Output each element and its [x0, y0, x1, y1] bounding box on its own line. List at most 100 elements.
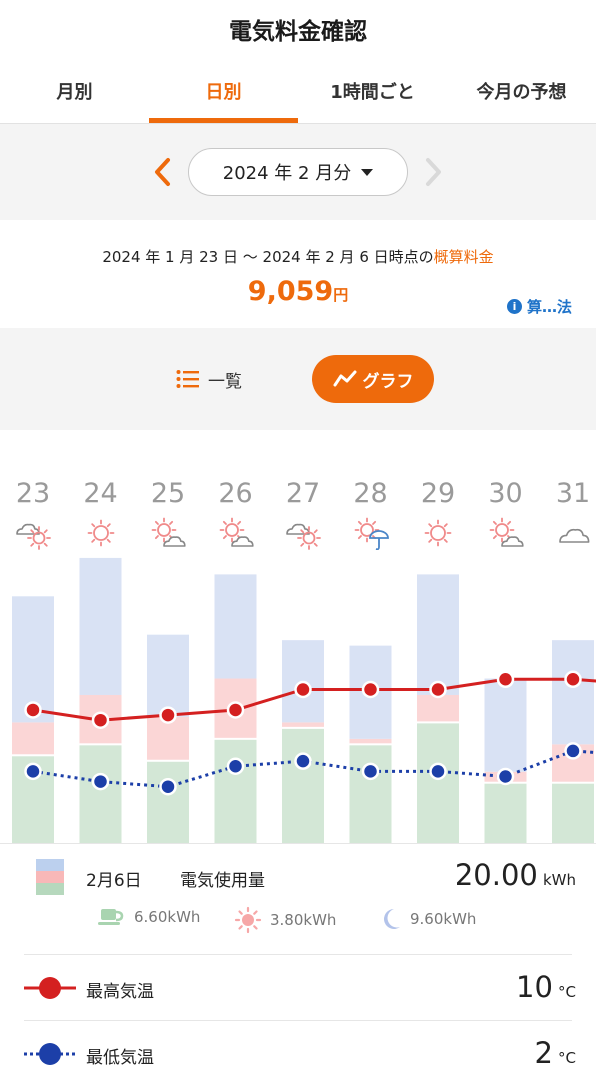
- bar-separator: [417, 721, 459, 724]
- day-label-24: 24: [83, 478, 118, 509]
- usage-label: 電気使用量: [180, 871, 265, 891]
- usage-total-unit: kWh: [542, 871, 576, 889]
- breakdown-home: 6.60kWh: [96, 906, 200, 928]
- bar-night-25: [147, 634, 189, 717]
- max-temp-line-icon: [24, 977, 76, 999]
- weather-sunny-icon: [87, 519, 114, 547]
- bar-home-26: [214, 738, 257, 843]
- selected-date: 2月6日: [86, 871, 142, 891]
- bar-separator: [79, 743, 122, 746]
- usage-total-value: 20.00: [454, 858, 538, 892]
- usage-temp-chart: [12, 557, 596, 843]
- min-temp-line-point-28: [361, 762, 380, 781]
- bar-night-29: [417, 574, 459, 695]
- daily-usage-chart: 23 24 25 26 27 28 29 30 31: [0, 430, 596, 843]
- graph-view-button[interactable]: グラフ: [312, 355, 434, 403]
- weather-sunny-cloudy-icon: [489, 517, 524, 547]
- detail-panel: 2月6日 電気使用量 20.00 kWh 6.60kWh: [0, 843, 596, 1080]
- max-temp-line-point-26: [226, 701, 245, 719]
- min-temp-label: 最低気温: [86, 1048, 154, 1068]
- weather-sunny-cloudy-icon: [151, 517, 186, 547]
- bar-separator: [12, 754, 54, 757]
- day-label-23: 23: [15, 478, 51, 509]
- period-accent: 概算料金: [433, 248, 494, 266]
- list-view-label: 一覧: [208, 371, 242, 392]
- min-temp-line-point-23: [24, 762, 42, 781]
- bar-home-30: [484, 782, 527, 843]
- breakdown-night-value: 9.60kWh: [410, 910, 477, 928]
- estimated-amount: 9,059円: [0, 276, 596, 307]
- breakdown-night: 9.60kWh: [378, 906, 476, 932]
- bar-separator: [147, 759, 189, 762]
- month-select[interactable]: 2024 年 2 月分: [188, 148, 408, 196]
- list-icon: [176, 370, 199, 388]
- tab-forecast[interactable]: 今月の予想: [476, 81, 567, 103]
- info-icon: i: [506, 299, 522, 314]
- min-temp-unit: °C: [558, 1049, 576, 1067]
- bar-night-26: [214, 574, 257, 679]
- min-temp-line-point-24: [91, 772, 110, 791]
- sun-icon: [234, 906, 262, 934]
- weather-sunny-cloudy-icon: [219, 517, 254, 547]
- moon-icon: [384, 909, 400, 929]
- divider: [24, 1020, 572, 1021]
- tab-monthly[interactable]: 月別: [56, 81, 93, 103]
- max-temp-row: 最高気温 10 °C: [0, 958, 596, 1018]
- day-label-28: 28: [353, 478, 388, 509]
- min-temp-value: 2 °C: [534, 1036, 576, 1070]
- breakdown-day-value: 3.80kWh: [270, 911, 337, 929]
- amount-unit: 円: [333, 286, 349, 304]
- bar-separator: [349, 743, 392, 746]
- graph-view-label: グラフ: [362, 371, 414, 392]
- bar-separator: [214, 737, 257, 740]
- amount-value: 9,059: [247, 276, 334, 307]
- tab-daily[interactable]: 日別: [149, 58, 298, 123]
- min-temp-line: [32, 749, 596, 789]
- breakdown-day: 3.80kWh: [234, 906, 336, 934]
- max-temp-line-point-24: [91, 711, 110, 729]
- month-bar: 2024 年 2 月分: [0, 124, 596, 220]
- bar-home-28: [349, 744, 392, 843]
- bar-home-31: [552, 782, 594, 843]
- month-select-label: 2024 年 2 月分: [222, 163, 352, 184]
- max-temp-line-point-25: [159, 706, 177, 724]
- max-temp-line-point-29: [429, 680, 447, 699]
- bar-home-24: [79, 744, 122, 843]
- max-temp-line-point-27: [294, 680, 312, 699]
- max-temp-value: 10 °C: [516, 970, 576, 1004]
- weather-cloudy-sunny-icon: [16, 523, 51, 550]
- max-temp-line-point-23: [24, 701, 42, 719]
- bar-separator: [282, 726, 324, 729]
- day-label-25: 25: [150, 478, 186, 509]
- breakdown-home-value: 6.60kWh: [134, 908, 201, 926]
- day-label-30: 30: [488, 478, 523, 509]
- bar-day-25: [147, 716, 189, 761]
- bar-night-30: [484, 678, 527, 772]
- max-temp-line: [32, 677, 596, 722]
- max-temp-line-point-30: [496, 670, 515, 689]
- weather-cloudy-icon: [559, 528, 590, 543]
- min-temp-line-point-29: [429, 762, 447, 781]
- view-toggle: 一覧 グラフ: [0, 328, 596, 430]
- max-temp-line-point-31: [564, 670, 582, 689]
- bar-night-24: [79, 557, 122, 695]
- usage-breakdown: 6.60kWh 3.80kWh 9.60kWh: [0, 906, 596, 938]
- chevron-right-icon[interactable]: [418, 154, 448, 190]
- min-temp-line-point-26: [226, 757, 245, 775]
- usage-total: 20.00 kWh: [455, 858, 576, 892]
- bar-day-28: [349, 738, 392, 745]
- max-temp-label: 最高気温: [86, 982, 154, 1002]
- caret-down-icon: [361, 168, 374, 176]
- bar-day-27: [282, 722, 324, 728]
- chevron-left-icon[interactable]: [148, 154, 178, 190]
- calc-method-link[interactable]: i 算…法: [506, 296, 572, 317]
- bar-day-23: [12, 722, 54, 756]
- weather-cloudy-sunny-icon: [286, 523, 321, 550]
- tab-bar: 月別 日別 1時間ごと 今月の予想: [0, 58, 596, 124]
- day-label-26: 26: [218, 478, 253, 509]
- max-temp-unit: °C: [558, 983, 576, 1001]
- list-view-button[interactable]: 一覧: [176, 356, 242, 402]
- tab-hourly[interactable]: 1時間ごと: [330, 81, 415, 103]
- bar-separator: [552, 781, 594, 784]
- bar-home-27: [282, 727, 324, 843]
